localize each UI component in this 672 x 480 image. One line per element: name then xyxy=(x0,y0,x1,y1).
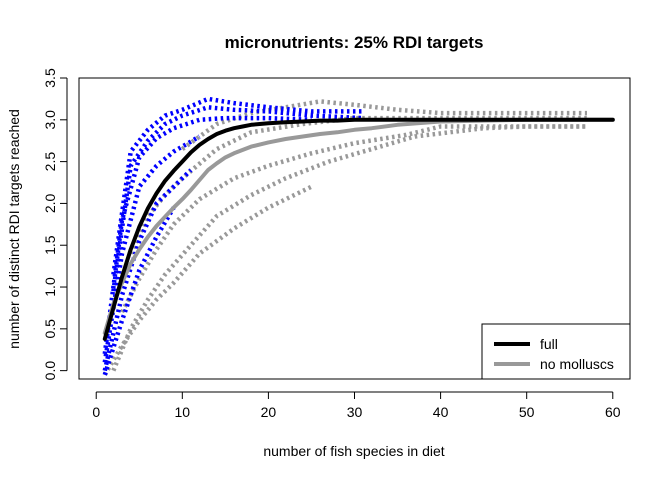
legend-box xyxy=(481,323,631,380)
x-tick-label-60: 60 xyxy=(605,404,621,420)
x-tick-label-10: 10 xyxy=(175,404,191,420)
sim-line-full-3 xyxy=(102,134,201,363)
plot-area xyxy=(102,96,615,376)
x-tick-label-0: 0 xyxy=(92,404,100,420)
sim-line-no-molluscs-2 xyxy=(120,124,587,314)
series-line-no-molluscs xyxy=(102,117,615,335)
y-axis: 0.0 0.5 1.0 1.5 2.0 2.5 3.0 3.5 xyxy=(42,68,68,381)
sim-line-full-5 xyxy=(102,206,176,376)
y-tick-label-2: 1.0 xyxy=(42,277,58,297)
y-tick-label-7: 3.5 xyxy=(42,68,58,88)
y-tick-label-6: 3.0 xyxy=(42,110,58,130)
y-tick-label-1: 0.5 xyxy=(42,319,58,339)
x-tick-label-30: 30 xyxy=(347,404,363,420)
chart-title: micronutrients: 25% RDI targets xyxy=(225,33,484,52)
sim-line-no-molluscs-4 xyxy=(102,184,313,376)
y-tick-label-4: 2.0 xyxy=(42,193,58,213)
x-axis-label: number of fish species in diet xyxy=(263,443,444,459)
sim-line-full-2 xyxy=(102,115,312,355)
x-tick-label-20: 20 xyxy=(261,404,277,420)
x-axis: 0 10 20 30 40 50 60 xyxy=(92,391,621,420)
y-axis-label: number of distinct RDI targets reached xyxy=(6,109,22,349)
series-line-full xyxy=(102,117,615,341)
y-tick-label-3: 1.5 xyxy=(42,235,58,255)
plot-frame xyxy=(78,77,631,380)
x-tick-label-50: 50 xyxy=(519,404,535,420)
y-tick-label-5: 2.5 xyxy=(42,152,58,172)
y-tick-label-0: 0.0 xyxy=(42,361,58,381)
x-tick-label-40: 40 xyxy=(433,404,449,420)
sim-line-no-molluscs-1 xyxy=(128,115,587,255)
legend-label-full: full xyxy=(540,336,558,352)
sim-line-no-molluscs-3 xyxy=(111,124,587,372)
sim-line-full-0 xyxy=(111,96,364,275)
legend-label-no-molluscs: no molluscs xyxy=(540,356,614,372)
legend: full no molluscs xyxy=(481,323,631,380)
